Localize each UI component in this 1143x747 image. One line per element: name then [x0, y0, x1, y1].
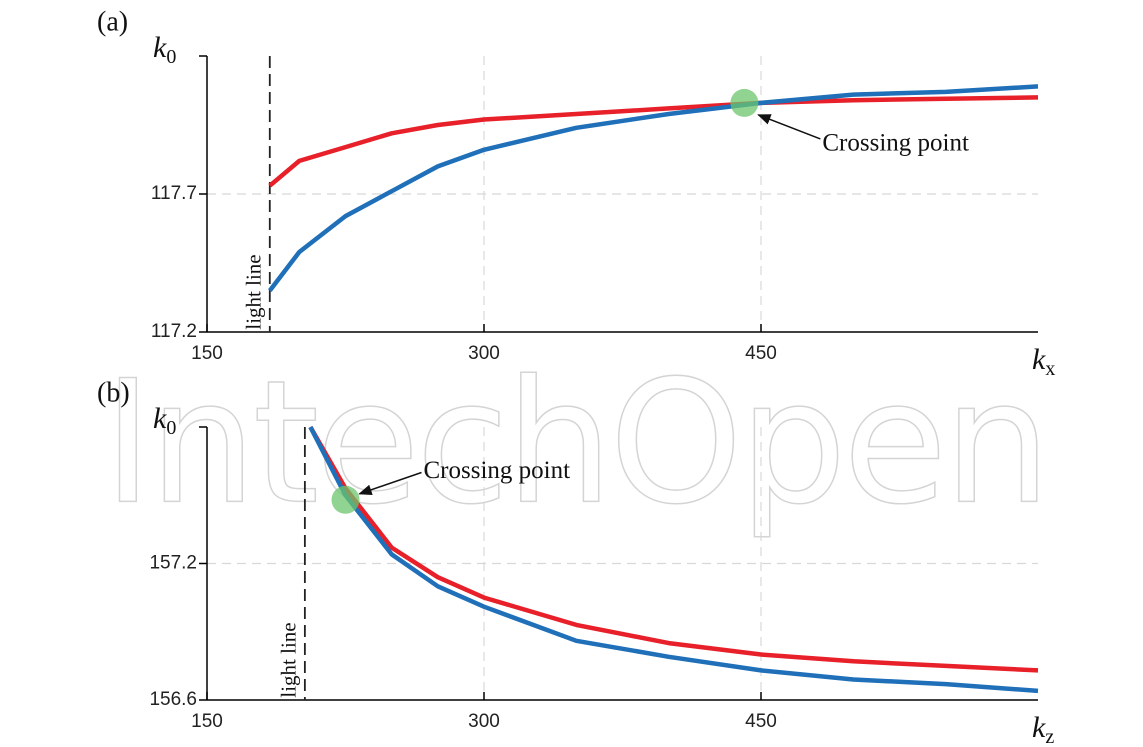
series-line [308, 425, 1039, 694]
y-tick-label: 117.2 [151, 321, 197, 342]
x-tick-label: 300 [468, 343, 500, 364]
y-axis-label-sub: 0 [166, 46, 176, 68]
x-axis-label-base: k [1032, 711, 1046, 744]
y-tick-label: 117.7 [151, 183, 197, 204]
x-tick-label: 150 [191, 343, 223, 364]
crossing-label: Crossing point [424, 457, 571, 484]
watermark: IntechOpen [103, 344, 1047, 542]
x-axis-label: kx [1032, 343, 1055, 380]
series-line [268, 95, 1039, 188]
y-axis-label-base: k [153, 402, 167, 435]
x-tick-label: 450 [745, 711, 777, 732]
annotation-arrow [757, 114, 821, 140]
panel-label: (a) [97, 6, 128, 37]
y-axis-label: k0 [153, 402, 176, 439]
x-axis-label-base: k [1032, 343, 1046, 376]
y-axis-label: k0 [153, 31, 176, 68]
y-axis-label-sub: 0 [166, 417, 176, 439]
x-tick-label: 300 [468, 711, 500, 732]
crossing-label: Crossing point [822, 130, 969, 157]
crossing-point [331, 485, 360, 514]
series-line [308, 425, 1039, 673]
x-axis-label-sub: z [1045, 726, 1054, 747]
y-tick-label: 157.2 [149, 553, 197, 574]
panel-label: (b) [97, 377, 130, 408]
x-axis-label-sub: x [1045, 358, 1055, 380]
x-tick-label: 450 [745, 343, 777, 364]
crossing-point [730, 88, 759, 117]
x-tick-label: 150 [191, 711, 223, 732]
annotation-arrow [358, 471, 422, 495]
y-tick-label: 156.6 [149, 689, 197, 710]
series-line [268, 84, 1039, 292]
light-line-label: light line [242, 254, 266, 329]
y-axis-label-base: k [153, 31, 167, 64]
x-axis-label: kz [1032, 711, 1054, 747]
light-line-label: light line [277, 622, 301, 697]
